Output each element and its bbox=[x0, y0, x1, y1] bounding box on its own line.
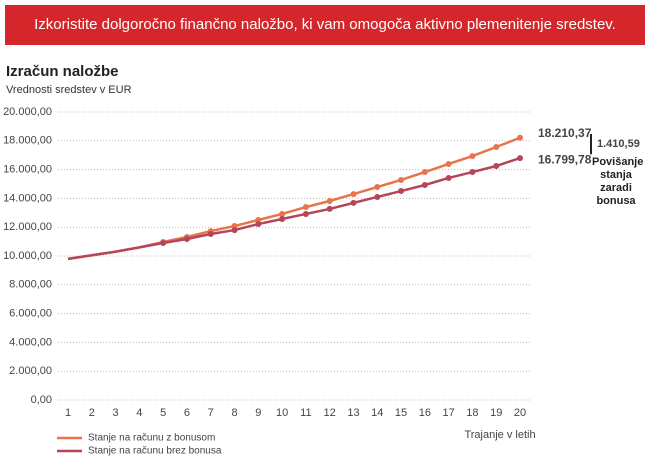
point bbox=[326, 197, 333, 204]
x-tick-label: 4 bbox=[136, 407, 142, 419]
value-label: 18.210,37 bbox=[538, 126, 592, 140]
point bbox=[279, 210, 286, 217]
point bbox=[421, 182, 428, 189]
point bbox=[350, 191, 357, 198]
x-tick-label: 10 bbox=[276, 407, 288, 419]
series-line bbox=[67, 136, 521, 261]
point bbox=[183, 236, 190, 243]
y-tick-label: 12.000,00 bbox=[3, 221, 52, 233]
point bbox=[398, 176, 405, 183]
y-tick-label: 0,00 bbox=[31, 394, 52, 406]
x-axis-label: Trajanje v letih bbox=[464, 429, 535, 441]
legend-label: Stanje na računu z bonusom bbox=[88, 433, 215, 444]
x-tick-label: 14 bbox=[371, 407, 383, 419]
point bbox=[517, 155, 523, 162]
x-tick-label: 17 bbox=[443, 407, 455, 419]
x-tick-label: 9 bbox=[255, 407, 261, 419]
point bbox=[517, 134, 523, 141]
y-tick-label: 2.000,00 bbox=[9, 365, 52, 377]
x-tick-label: 13 bbox=[347, 407, 359, 419]
x-tick-label: 11 bbox=[300, 407, 311, 419]
point bbox=[445, 174, 452, 181]
x-tick-label: 5 bbox=[160, 407, 166, 419]
chart-title: Izračun naložbe bbox=[6, 63, 119, 80]
x-tick-label: 16 bbox=[419, 407, 431, 419]
y-tick-label: 8.000,00 bbox=[9, 279, 52, 291]
x-tick-label: 12 bbox=[324, 407, 336, 419]
annotation-text: Povišanje stanja zaradi bonusa bbox=[592, 156, 644, 207]
point bbox=[326, 205, 333, 212]
x-tick-label: 19 bbox=[490, 407, 502, 419]
value-label: 16.799,78 bbox=[538, 152, 592, 166]
point bbox=[231, 227, 238, 234]
y-tick-label: 16.000,00 bbox=[3, 164, 52, 176]
point bbox=[302, 210, 309, 217]
point bbox=[350, 199, 357, 206]
series-line bbox=[67, 156, 521, 261]
point bbox=[469, 169, 476, 176]
point bbox=[398, 188, 405, 195]
point bbox=[421, 169, 428, 176]
x-tick-label: 3 bbox=[113, 407, 119, 419]
x-tick-label: 7 bbox=[208, 407, 214, 419]
point bbox=[207, 230, 214, 237]
point bbox=[469, 153, 476, 160]
x-tick-label: 8 bbox=[231, 407, 237, 419]
x-tick-label: 20 bbox=[514, 407, 526, 419]
point bbox=[160, 240, 167, 247]
x-tick-label: 1 bbox=[65, 407, 71, 419]
y-tick-label: 18.000,00 bbox=[3, 135, 52, 147]
y-tick-label: 20.000,00 bbox=[3, 106, 52, 118]
point bbox=[493, 143, 500, 150]
y-tick-label: 10.000,00 bbox=[3, 250, 52, 262]
x-tick-label: 18 bbox=[466, 407, 478, 419]
point bbox=[493, 163, 500, 169]
y-tick-label: 6.000,00 bbox=[9, 308, 52, 320]
x-tick-label: 2 bbox=[89, 407, 95, 419]
x-tick-label: 15 bbox=[395, 407, 407, 419]
difference-label: 1.410,59 bbox=[597, 138, 640, 150]
y-tick-label: 4.000,00 bbox=[9, 336, 52, 348]
x-tick-label: 6 bbox=[184, 407, 190, 419]
legend-label: Stanje na računu brez bonusa bbox=[88, 446, 222, 457]
banner: Izkoristite dolgoročno finančno naložbo,… bbox=[5, 5, 645, 45]
point bbox=[279, 215, 286, 222]
chart-subtitle: Vrednosti sredstev v EUR bbox=[6, 84, 132, 96]
point bbox=[255, 221, 262, 228]
y-tick-label: 14.000,00 bbox=[3, 192, 52, 204]
point bbox=[445, 160, 452, 167]
point bbox=[374, 193, 381, 200]
point bbox=[374, 184, 381, 191]
point bbox=[302, 204, 309, 211]
